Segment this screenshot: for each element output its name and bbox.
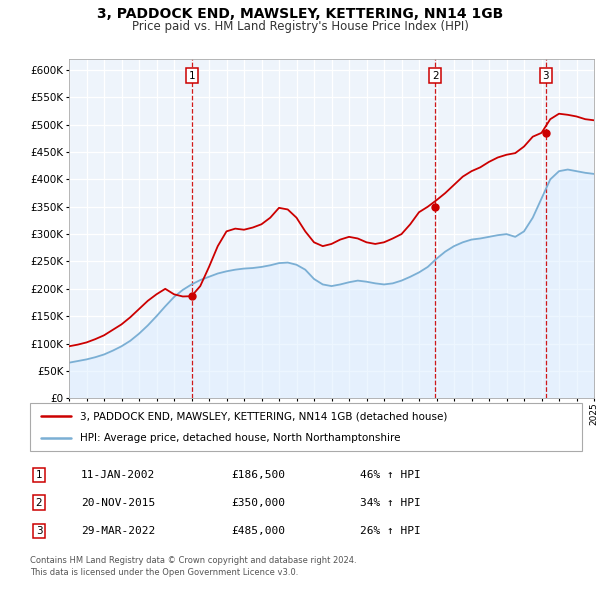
Text: 2: 2 <box>35 498 43 507</box>
Text: Price paid vs. HM Land Registry's House Price Index (HPI): Price paid vs. HM Land Registry's House … <box>131 20 469 33</box>
Text: 3: 3 <box>35 526 43 536</box>
Text: Contains HM Land Registry data © Crown copyright and database right 2024.
This d: Contains HM Land Registry data © Crown c… <box>30 556 356 577</box>
Text: 3, PADDOCK END, MAWSLEY, KETTERING, NN14 1GB (detached house): 3, PADDOCK END, MAWSLEY, KETTERING, NN14… <box>80 411 447 421</box>
Text: 1: 1 <box>189 71 196 81</box>
Text: £350,000: £350,000 <box>231 498 285 507</box>
Text: 1: 1 <box>35 470 43 480</box>
Text: 3, PADDOCK END, MAWSLEY, KETTERING, NN14 1GB: 3, PADDOCK END, MAWSLEY, KETTERING, NN14… <box>97 7 503 21</box>
Text: 46% ↑ HPI: 46% ↑ HPI <box>360 470 421 480</box>
Text: 2: 2 <box>432 71 439 81</box>
Text: 29-MAR-2022: 29-MAR-2022 <box>81 526 155 536</box>
Text: 34% ↑ HPI: 34% ↑ HPI <box>360 498 421 507</box>
Text: £186,500: £186,500 <box>231 470 285 480</box>
Text: 11-JAN-2002: 11-JAN-2002 <box>81 470 155 480</box>
FancyBboxPatch shape <box>30 403 582 451</box>
Text: £485,000: £485,000 <box>231 526 285 536</box>
Text: 3: 3 <box>542 71 549 81</box>
Text: 20-NOV-2015: 20-NOV-2015 <box>81 498 155 507</box>
Text: 26% ↑ HPI: 26% ↑ HPI <box>360 526 421 536</box>
Text: HPI: Average price, detached house, North Northamptonshire: HPI: Average price, detached house, Nort… <box>80 433 400 443</box>
